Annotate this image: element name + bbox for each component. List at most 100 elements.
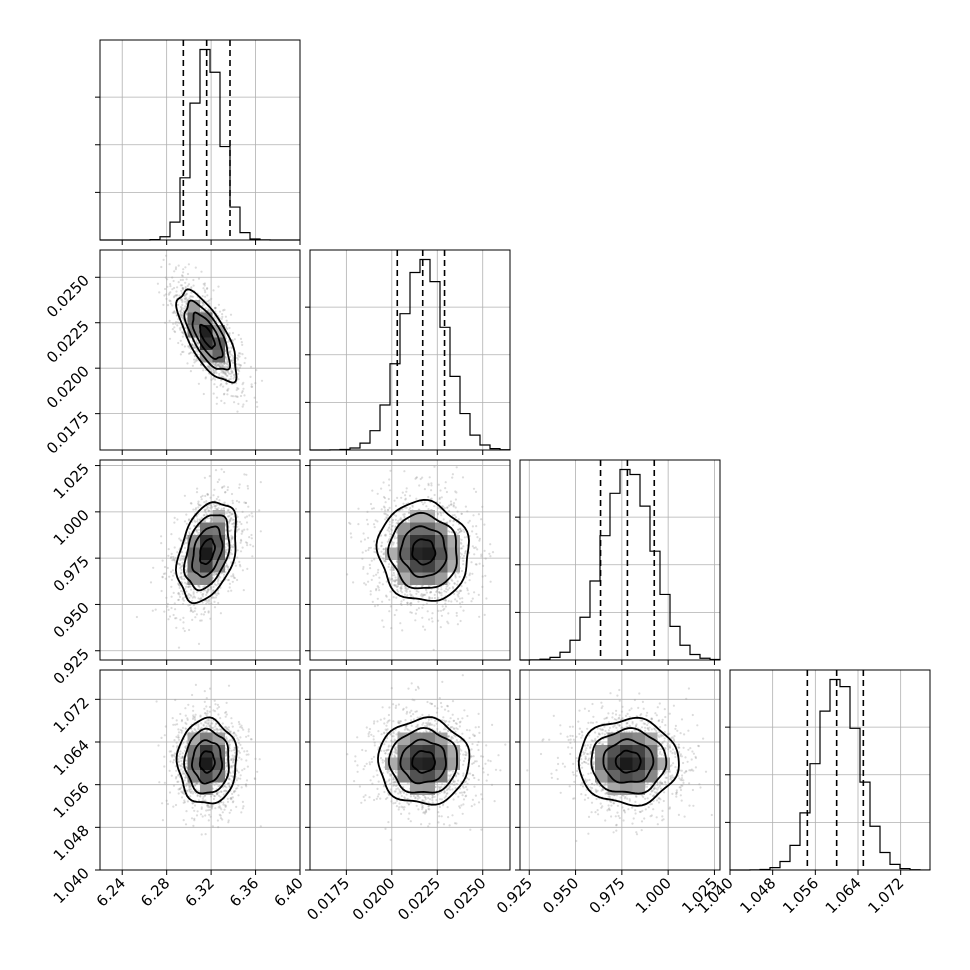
scatter-point [346,573,349,576]
scatter-point [387,497,390,501]
scatter-point [373,547,376,550]
scatter-point [428,596,431,599]
scatter-point [422,503,425,506]
scatter-point [243,394,246,397]
scatter-point [182,627,185,630]
scatter-point [363,582,366,585]
scatter-point [430,497,433,500]
scatter-point [170,595,173,598]
scatter-point [206,591,209,594]
scatter-point [462,609,465,612]
scatter-point [391,524,394,528]
scatter-point [392,596,395,599]
scatter-point [489,543,492,546]
scatter-point [178,586,181,590]
scatter-point [350,536,353,539]
scatter-point [460,538,463,542]
scatter-point [468,519,471,523]
scatter-point [203,284,206,287]
scatter-point [188,352,191,355]
scatter-point [403,513,406,516]
scatter-point [213,307,217,310]
scatter-point [440,588,443,591]
scatter-point [258,509,261,512]
scatter-point [206,492,209,496]
scatter-point [372,523,376,526]
scatter-point [209,368,212,371]
scatter-point [242,805,245,808]
scatter-point [187,345,190,348]
scatter-point [213,572,216,575]
scatter-point [464,581,467,584]
scatter-point [163,765,166,768]
scatter-point [218,372,221,376]
scatter-point [173,516,176,520]
scatter-point [202,514,205,517]
scatter-point [380,544,383,547]
scatter-point [415,497,418,500]
scatter-point [181,287,184,290]
scatter-point [188,346,191,349]
scatter-point [173,572,176,575]
scatter-point [382,548,386,551]
scatter-point [205,697,208,700]
scatter-point [203,289,206,292]
scatter-point [235,805,238,809]
scatter-point [194,520,197,524]
scatter-point [445,490,448,494]
scatter-point [229,372,232,375]
scatter-point [194,266,197,269]
scatter-point [199,300,202,303]
scatter-point [178,322,181,325]
density-cell [422,510,435,523]
scatter-point [168,575,171,578]
scatter-point [243,528,246,531]
density-cell [447,560,460,573]
scatter-point [167,618,170,621]
scatter-point [214,378,217,381]
scatter-point [458,590,461,593]
scatter-point [181,299,184,302]
scatter-point [230,722,233,725]
scatter-point [400,496,403,499]
scatter-point [181,343,184,346]
scatter-point [489,580,492,583]
scatter-point [180,568,183,572]
scatter-point [224,372,227,375]
scatter-point [366,510,369,513]
scatter-point [155,700,158,703]
scatter-point [260,379,264,382]
scatter-point [187,703,190,706]
scatter-point [177,318,180,321]
scatter-point [427,482,430,485]
scatter-point [246,484,249,488]
scatter-point [381,600,384,603]
scatter-point [179,539,183,542]
scatter-point [167,608,170,612]
scatter-point [456,583,459,586]
scatter-point [215,364,218,367]
scatter-point [185,590,188,593]
scatter-point [189,295,193,298]
scatter-point [467,521,470,524]
scatter-point [377,586,380,589]
scatter-point [228,582,231,585]
scatter-point [232,525,235,528]
scatter-point [441,605,444,608]
scatter-point [204,494,207,498]
scatter-point [393,535,396,538]
scatter-point [384,501,387,504]
scatter-point [177,738,181,741]
scatter-point [213,583,216,586]
scatter-point [185,302,188,305]
scatter-point [222,385,225,388]
scatter-point [228,511,232,514]
scatter-point [235,388,238,392]
scatter-point [232,373,235,376]
scatter-point [180,555,183,558]
scatter-point [219,717,222,720]
scatter-point [206,294,209,297]
scatter-point [177,303,180,306]
scatter-point [247,505,250,508]
scatter-point [244,541,248,544]
